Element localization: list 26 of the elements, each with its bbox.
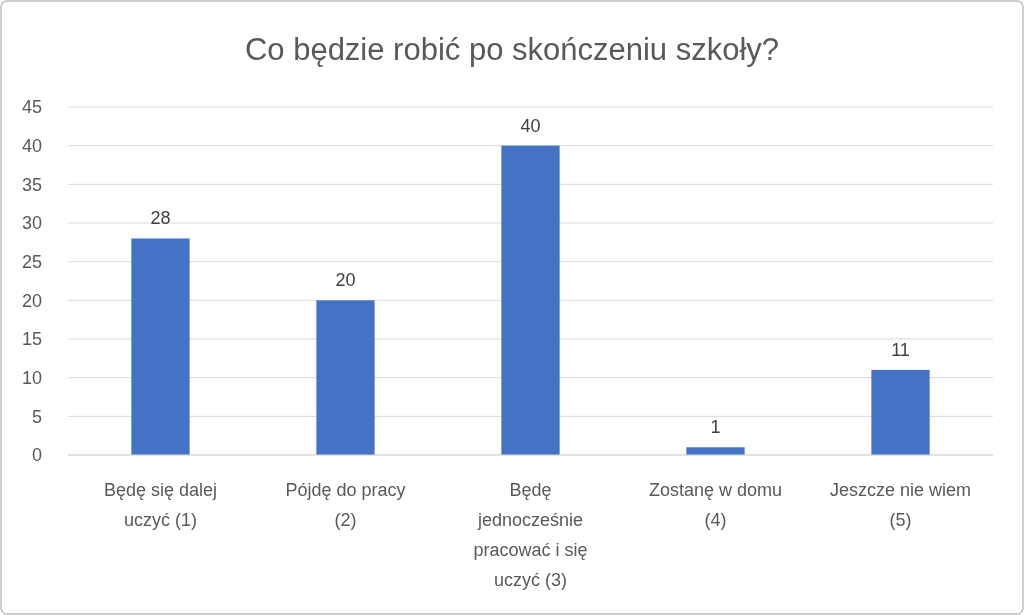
chart-title: Co będzie robić po skończeniu szkoły? [244, 32, 780, 67]
y-tick-label: 35 [21, 174, 42, 195]
y-tick-label: 25 [21, 251, 42, 272]
x-tick-label: Będę jednocześnie pracować i się uczyć (3) [473, 480, 588, 590]
data-label: 11 [891, 339, 910, 360]
y-tick-label: 45 [21, 97, 42, 118]
y-tick-label: 10 [21, 367, 42, 388]
x-tick-label: Jeszcze nie wiem (5) [829, 480, 972, 530]
y-tick-label: 30 [21, 213, 42, 234]
bar [686, 447, 745, 455]
data-label: 28 [150, 208, 171, 229]
bar [871, 369, 930, 455]
data-label: 1 [710, 417, 721, 438]
bar [316, 300, 375, 455]
x-tick-label: Będę się dalej uczyć (1) [103, 480, 218, 530]
y-tick-label: 40 [21, 135, 42, 156]
x-tick-label: Zostanę w domu (4) [648, 480, 783, 530]
y-tick-label: 5 [31, 406, 42, 427]
y-tick-label: 0 [31, 445, 42, 466]
y-tick-label: 15 [21, 329, 42, 350]
data-label: 20 [335, 270, 356, 291]
x-tick-label: Pójdę do pracy (2) [285, 480, 406, 530]
bar [501, 145, 560, 455]
data-label: 40 [520, 115, 541, 136]
bar [131, 238, 190, 455]
y-tick-label: 20 [21, 290, 42, 311]
